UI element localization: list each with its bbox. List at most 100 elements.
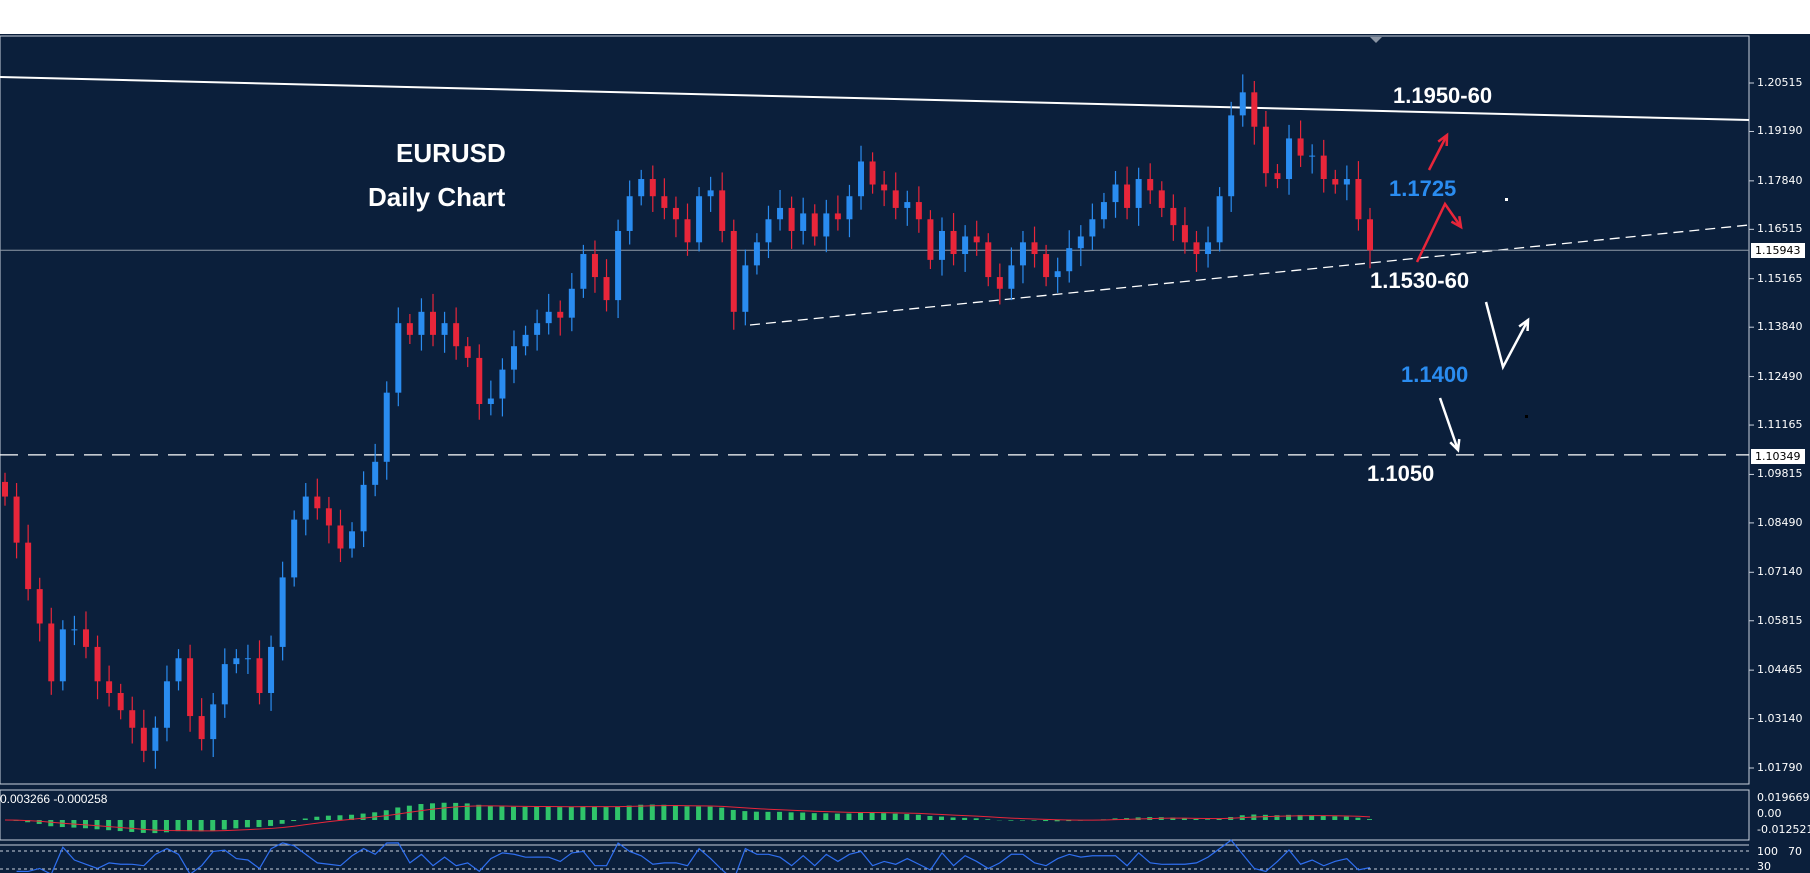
macd-histogram-bar — [1043, 820, 1049, 822]
candle-body — [626, 196, 633, 231]
macd-histogram-bar — [1031, 820, 1037, 821]
candle-body — [210, 704, 217, 740]
macd-histogram-bar — [568, 806, 574, 820]
macd-histogram-bar — [152, 820, 158, 834]
macd-histogram-bar — [834, 813, 840, 820]
candle-body — [1332, 179, 1339, 185]
macd-histogram-bar — [325, 815, 331, 820]
macd-histogram-bar — [950, 817, 956, 820]
macd-histogram-bar — [187, 820, 193, 832]
macd-histogram-bar — [823, 813, 829, 820]
candle-body — [1147, 179, 1154, 191]
macd-histogram-bar — [788, 812, 794, 820]
candle-body — [25, 542, 32, 590]
candle-body — [545, 311, 552, 324]
macd-histogram-bar — [881, 813, 887, 820]
price-tick: 1.01790 — [1757, 761, 1803, 774]
candle-body — [175, 658, 182, 682]
candle-body — [464, 346, 471, 358]
arrow-dip-white — [1484, 301, 1530, 371]
candle-body — [973, 236, 980, 243]
candle-body — [557, 311, 564, 318]
macd-histogram-bar — [730, 809, 736, 820]
price-tick: 1.09815 — [1757, 467, 1803, 481]
candle-body — [406, 323, 413, 335]
macd-histogram-bar — [811, 813, 817, 820]
candle-body — [765, 219, 772, 243]
candle-body — [950, 230, 957, 255]
candle-body — [2, 481, 8, 497]
rsi-line — [16, 839, 1371, 873]
candle-body — [962, 236, 969, 255]
macd-histogram-bar — [464, 803, 470, 820]
macd-histogram-bar — [846, 813, 852, 820]
upper-trendline — [0, 76, 1750, 121]
macd-histogram-bar — [117, 820, 123, 832]
candle-body — [938, 230, 945, 260]
candle-body — [892, 190, 899, 208]
macd-histogram-bar — [383, 810, 389, 820]
macd-histogram-bar — [800, 812, 806, 820]
candle-body — [615, 230, 622, 301]
macd-histogram-bar — [487, 805, 493, 820]
macd-histogram-bar — [615, 806, 621, 820]
arrow-bounce-red — [1415, 201, 1463, 263]
macd-panel-border — [0, 789, 1750, 841]
candle-body — [1054, 271, 1061, 278]
price-tick: 1.12490 — [1757, 369, 1803, 383]
candle-body — [800, 213, 807, 231]
candle-body — [1112, 184, 1119, 203]
candle-body — [1367, 219, 1373, 251]
macd-histogram-bar — [233, 820, 239, 829]
arrow-down-white — [1438, 397, 1460, 451]
candle-body — [1100, 202, 1107, 220]
arrow-dip-white-head — [1518, 317, 1530, 332]
candle-body — [221, 664, 228, 705]
candle-body — [1274, 173, 1281, 180]
candle-body — [1008, 265, 1015, 289]
rsi-tick: 70 — [1788, 845, 1802, 858]
annotation-1050: 1.1050 — [1367, 461, 1435, 486]
price-tick: 1.15165 — [1757, 271, 1803, 285]
macd-histogram-bar — [1216, 818, 1222, 820]
price-tick: 1.03140 — [1757, 711, 1803, 725]
candle-body — [534, 323, 541, 335]
price-tick: 1.20515 — [1757, 76, 1803, 89]
annotation-support: 1.1530-60 — [1370, 268, 1470, 293]
macd-histogram-bar — [106, 820, 112, 831]
top-toolbar — [0, 0, 1810, 36]
candle-body — [383, 392, 390, 462]
candle-body — [1286, 138, 1293, 180]
macd-histogram-bar — [210, 820, 216, 831]
macd-histogram-bar — [430, 803, 436, 820]
shift-marker-icon — [1370, 37, 1382, 43]
macd-histogram-bar — [129, 820, 135, 832]
candle-body — [823, 213, 830, 237]
macd-histogram-bar — [962, 817, 968, 820]
candle-body — [730, 230, 737, 312]
arrow-bounce-red-head — [1450, 215, 1463, 230]
macd-histogram-bar — [973, 818, 979, 820]
macd-histogram-bar — [1170, 817, 1176, 820]
macd-tick: 0.00 — [1757, 807, 1782, 820]
candle-body — [869, 161, 876, 185]
candle-body — [858, 161, 865, 197]
macd-histogram-bar — [279, 820, 285, 824]
candle-body — [476, 357, 483, 405]
macd-histogram-bar — [545, 806, 551, 820]
macd-histogram-bar — [1193, 818, 1199, 820]
price-tick: 1.05815 — [1757, 613, 1803, 627]
price-tick: 1.11165 — [1757, 418, 1803, 432]
macd-tick: 0.019669 — [1757, 791, 1810, 804]
macd-histogram-bar — [742, 811, 748, 820]
rsi-tick: 100 — [1757, 845, 1778, 858]
macd-histogram-bar — [985, 819, 991, 820]
candle-body — [881, 184, 888, 191]
candle-body — [672, 207, 679, 220]
price-tick: 1.08490 — [1757, 515, 1803, 529]
macd-values-label: 0.003266 -0.000258 — [0, 792, 108, 806]
price-tick: 1.16515 — [1757, 222, 1803, 236]
candle-body — [59, 629, 66, 682]
macd-histogram-bar — [1320, 815, 1326, 820]
